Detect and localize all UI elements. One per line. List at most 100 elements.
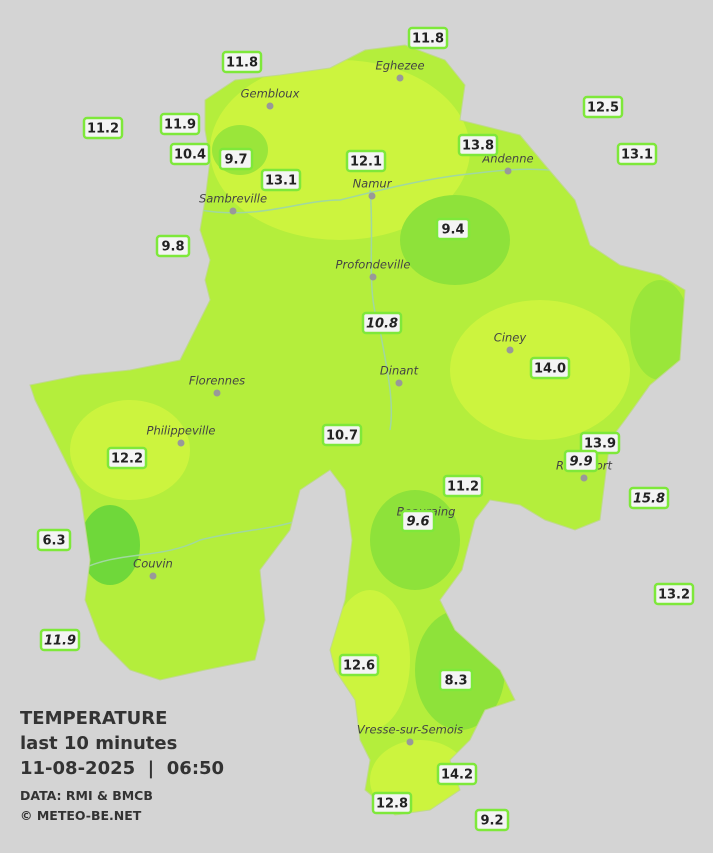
city-label: Ciney xyxy=(494,331,527,345)
station-box xyxy=(582,95,624,119)
station: 13.1 xyxy=(260,168,302,192)
station-value: 12.5 xyxy=(587,101,619,116)
station-box xyxy=(159,112,201,136)
station-value: 12.6 xyxy=(343,659,375,674)
city-dot xyxy=(266,102,274,110)
station-value: 11.9 xyxy=(44,634,76,649)
station-box xyxy=(338,653,380,677)
station-value: 11.2 xyxy=(87,122,119,137)
station-value: 13.1 xyxy=(265,174,297,189)
station: 11.9 xyxy=(39,628,81,652)
station-value: 9.8 xyxy=(161,240,184,255)
station: 13.1 xyxy=(616,142,658,166)
cool-zone xyxy=(80,505,140,585)
station-box xyxy=(400,509,436,533)
river xyxy=(199,168,581,214)
station-value: 9.7 xyxy=(224,153,247,168)
city-label: Profondeville xyxy=(336,258,411,272)
station: 9.6 xyxy=(400,509,436,533)
station-box xyxy=(442,474,484,498)
station-box xyxy=(221,50,263,74)
cool-zone xyxy=(370,490,460,590)
station: 12.6 xyxy=(338,653,380,677)
city-dot xyxy=(580,474,588,482)
station-value: 12.8 xyxy=(376,797,408,812)
station-box xyxy=(361,311,403,335)
station-value: 10.7 xyxy=(326,429,358,444)
station-value: 14.0 xyxy=(534,362,566,377)
station: 12.8 xyxy=(371,791,413,815)
station-box xyxy=(563,449,599,473)
station-value: 8.3 xyxy=(444,674,467,689)
station-box xyxy=(218,147,254,171)
city-label: Namur xyxy=(353,177,393,191)
station-value: 9.2 xyxy=(480,814,503,829)
station-value: 6.3 xyxy=(42,534,65,549)
station-value: 11.2 xyxy=(447,480,479,495)
city-label: Florennes xyxy=(189,374,245,388)
station: 11.9 xyxy=(159,112,201,136)
station-box xyxy=(474,808,510,832)
station: 15.8 xyxy=(628,486,670,510)
station: 6.3 xyxy=(36,528,72,552)
station-box xyxy=(39,628,81,652)
legend-subtitle: last 10 minutes xyxy=(20,733,177,754)
station-box xyxy=(579,431,621,455)
station-value: 15.8 xyxy=(633,492,665,507)
station: 9.7 xyxy=(218,147,254,171)
station-value: 11.8 xyxy=(226,56,258,71)
city-dot xyxy=(369,273,377,281)
station: 10.4 xyxy=(169,142,211,166)
station: 12.2 xyxy=(106,446,148,470)
station-value: 9.6 xyxy=(406,515,429,530)
station-value: 13.1 xyxy=(621,148,653,163)
station-box xyxy=(321,423,363,447)
station-box xyxy=(82,116,124,140)
station: 13.2 xyxy=(653,582,695,606)
station-box xyxy=(628,486,670,510)
river xyxy=(79,519,301,571)
station-box xyxy=(169,142,211,166)
city-dot xyxy=(506,346,514,354)
station: 14.2 xyxy=(436,762,478,786)
station-value: 14.2 xyxy=(441,768,473,783)
city-dot xyxy=(149,572,157,580)
city-label: Gembloux xyxy=(241,87,300,101)
city-dot xyxy=(406,738,414,746)
station-box xyxy=(407,26,449,50)
city-label: Philippeville xyxy=(147,424,216,438)
cool-zone xyxy=(630,280,685,380)
station-box xyxy=(371,791,413,815)
city-label: Couvin xyxy=(133,557,173,571)
city-dot xyxy=(177,439,185,447)
city-dot xyxy=(396,74,404,82)
city-dot xyxy=(368,192,376,200)
station: 12.5 xyxy=(582,95,624,119)
station-box xyxy=(36,528,72,552)
station-box xyxy=(155,234,191,258)
station-value: 13.9 xyxy=(584,437,616,452)
station-value: 10.4 xyxy=(174,148,206,163)
legend-timestamp: 11-08-2025 | 06:50 xyxy=(20,758,224,779)
station: 9.2 xyxy=(474,808,510,832)
station: 11.2 xyxy=(82,116,124,140)
station-box xyxy=(653,582,695,606)
city-dot xyxy=(504,167,512,175)
city-label: Sambreville xyxy=(199,192,267,206)
station-value: 10.8 xyxy=(366,317,398,332)
station-box xyxy=(616,142,658,166)
city-dot xyxy=(395,379,403,387)
station-value: 13.2 xyxy=(658,588,690,603)
station: 9.4 xyxy=(435,217,471,241)
station-box xyxy=(436,762,478,786)
station-value: 13.8 xyxy=(462,139,494,154)
station-box xyxy=(457,133,499,157)
station-box xyxy=(529,356,571,380)
station-box xyxy=(106,446,148,470)
station: 10.7 xyxy=(321,423,363,447)
station-box xyxy=(435,217,471,241)
station-value: 12.2 xyxy=(111,452,143,467)
legend-title: TEMPERATURE xyxy=(20,708,167,729)
station: 11.2 xyxy=(442,474,484,498)
